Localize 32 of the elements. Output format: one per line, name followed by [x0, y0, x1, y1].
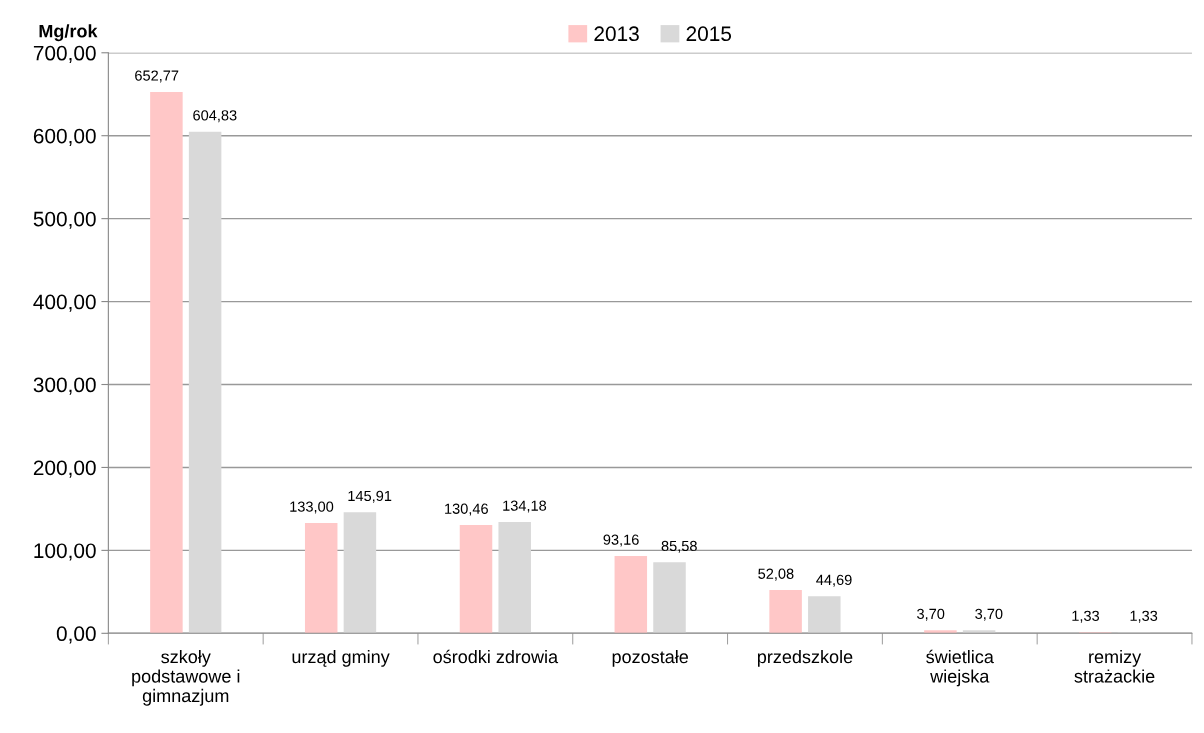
- legend-label: 2013: [594, 26, 639, 42]
- y-tick-label: 100,00: [34, 543, 96, 561]
- data-label: 44,69: [816, 574, 852, 587]
- x-tick-label: świetlica wiejska: [926, 649, 994, 687]
- data-label: 652,77: [135, 70, 179, 83]
- y-tick-label: 700,00: [33, 45, 96, 63]
- data-label: 93,16: [603, 534, 639, 547]
- legend-label: 2015: [686, 26, 732, 42]
- data-label: 133,00: [290, 501, 334, 514]
- y-tick-label: 400,00: [33, 294, 96, 312]
- data-label: 3,70: [917, 608, 945, 621]
- x-tick-label: szkoły podstawowe i gimnazjum: [132, 649, 240, 706]
- data-label: 145,91: [348, 490, 392, 503]
- data-label: 1,33: [1072, 610, 1100, 623]
- x-tick-label: pozostałe: [612, 649, 689, 667]
- data-label: 134,18: [503, 500, 547, 513]
- y-tick-label: 300,00: [33, 377, 96, 395]
- x-tick-label: przedszkole: [757, 649, 853, 667]
- x-tick-label: remizy strażackie: [1074, 649, 1155, 683]
- y-tick-label: 200,00: [33, 460, 96, 478]
- data-label: 3,70: [975, 608, 1003, 621]
- y-tick-label: 500,00: [33, 211, 96, 229]
- data-label: 85,58: [661, 540, 697, 553]
- y-axis-title: Mg/rok: [39, 24, 98, 42]
- data-label: 604,83: [193, 110, 237, 123]
- y-tick-label: 600,00: [33, 128, 96, 146]
- x-tick-label: ośrodki zdrowia: [433, 649, 559, 664]
- data-label: 52,08: [758, 568, 794, 581]
- data-label: 130,46: [445, 503, 488, 516]
- x-tick-label: urząd gminy: [292, 649, 390, 667]
- data-label: 1,33: [1130, 610, 1158, 623]
- y-tick-label: 0,00: [56, 626, 96, 644]
